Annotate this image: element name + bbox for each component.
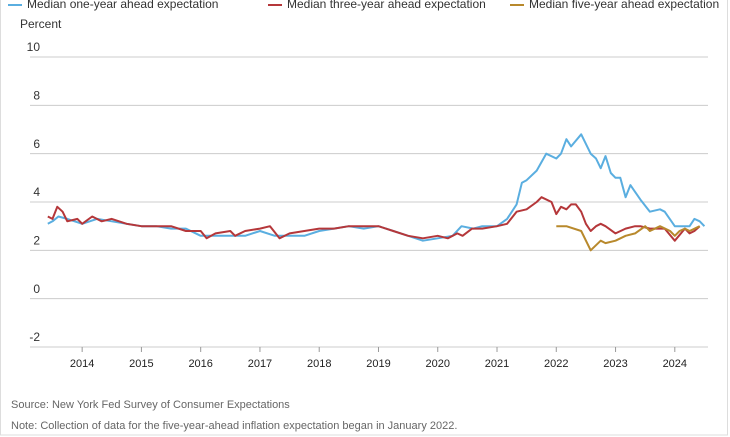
y-tick-label: 6 [33,137,40,151]
x-tick-label: 2019 [366,358,390,370]
x-tick-label: 2020 [426,358,450,370]
x-tick-label: 2014 [70,358,94,370]
x-tick-label: 2024 [663,358,687,370]
x-tick-label: 2017 [248,358,272,370]
y-tick-label: 8 [33,89,40,103]
x-tick-label: 2021 [485,358,509,370]
legend-label: Median three-year ahead expectation [287,0,486,11]
y-tick-label: -2 [29,330,40,344]
x-tick-label: 2015 [129,358,153,370]
y-axis-label: Percent [20,17,62,31]
source: Source: New York Fed Survey of Consumer … [11,399,290,411]
series-line [47,133,706,242]
x-tick-label: 2022 [544,358,568,370]
legend-label: Median five-year ahead expectation [529,0,719,11]
legend-label: Median one-year ahead expectation [27,0,218,11]
x-tick-label: 2018 [307,358,331,370]
series-line [556,225,701,252]
y-tick-label: 0 [33,282,40,296]
note: Note: Collection of data for the five-ye… [11,420,457,432]
x-tick-label: 2023 [603,358,627,370]
series-line [47,196,701,242]
x-tick-label: 2016 [188,358,212,370]
y-tick-label: 10 [27,40,41,54]
y-tick-label: 4 [33,185,40,199]
y-tick-label: 2 [33,234,40,248]
